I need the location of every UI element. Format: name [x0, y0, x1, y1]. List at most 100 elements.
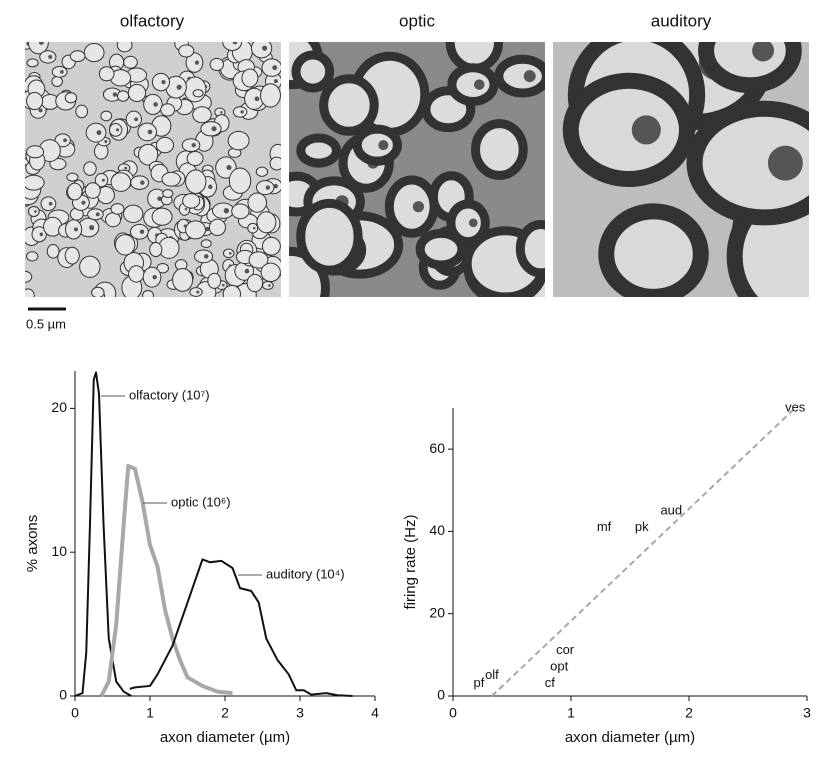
organelle — [89, 224, 95, 231]
x-tick-label: 0 — [449, 705, 457, 721]
y-axis-label: % axons — [24, 515, 41, 573]
organelle — [268, 284, 271, 287]
organelle — [468, 218, 478, 228]
organelle — [194, 60, 200, 65]
axon — [250, 42, 273, 59]
organelle — [752, 42, 775, 62]
point-label: pf — [474, 675, 485, 690]
organelle — [211, 126, 217, 132]
series-line — [74, 371, 132, 697]
axon — [260, 83, 281, 108]
y-tick-label: 60 — [429, 440, 445, 456]
axon — [25, 270, 33, 283]
axon — [248, 251, 269, 269]
organelle — [176, 84, 182, 90]
point-label: pk — [635, 519, 649, 534]
axon — [151, 207, 173, 226]
organelle — [152, 274, 157, 280]
axon — [66, 182, 83, 201]
x-tick-label: 0 — [71, 705, 79, 721]
axon — [296, 198, 363, 275]
organelle — [273, 79, 278, 84]
x-tick-label: 1 — [567, 705, 575, 721]
axon — [116, 90, 130, 102]
axon — [222, 248, 235, 259]
axon — [698, 42, 802, 94]
axon — [255, 180, 275, 196]
axon — [110, 172, 132, 192]
axon — [114, 234, 136, 256]
axon — [79, 255, 101, 278]
axon — [160, 103, 176, 117]
organelle — [767, 145, 803, 181]
organelle — [244, 268, 250, 274]
organelle — [204, 254, 209, 259]
axon — [27, 205, 40, 217]
x-axis-label: axon diameter (µm) — [160, 729, 290, 746]
organelle — [96, 130, 102, 136]
x-tick-label: 2 — [685, 705, 693, 721]
organelle — [140, 180, 145, 185]
organelle — [81, 200, 86, 205]
axon — [161, 171, 181, 187]
micrograph — [553, 42, 809, 297]
organelle — [272, 65, 278, 71]
axon — [54, 133, 71, 148]
axon — [291, 50, 335, 93]
axon — [211, 202, 235, 219]
micrographs — [25, 42, 809, 297]
axon — [64, 246, 80, 265]
axon — [156, 263, 169, 274]
axon — [194, 249, 214, 264]
axon — [192, 106, 212, 124]
organelle — [196, 290, 200, 294]
panel-title: optic — [399, 11, 435, 30]
series-label: olfactory (10⁷) — [129, 387, 210, 402]
organelle — [221, 283, 225, 287]
axon — [98, 66, 115, 82]
axon — [130, 175, 150, 190]
axon — [228, 167, 252, 194]
axon — [69, 50, 86, 63]
organelle — [220, 110, 223, 114]
axon — [686, 100, 809, 226]
axon — [64, 92, 78, 104]
axon — [26, 251, 39, 262]
axon — [181, 138, 201, 153]
axon — [208, 218, 226, 237]
series-line — [129, 558, 353, 697]
organelle — [161, 79, 166, 85]
axon — [51, 65, 68, 78]
axon — [256, 211, 277, 234]
organelle — [112, 92, 118, 97]
organelle — [139, 229, 145, 234]
axon — [200, 121, 222, 137]
organelle — [378, 140, 389, 151]
axon — [209, 57, 225, 71]
axon — [384, 175, 439, 238]
axon — [123, 204, 144, 223]
axon — [64, 219, 83, 240]
axon — [83, 43, 105, 63]
axon — [142, 289, 154, 297]
axon — [151, 72, 171, 92]
axon — [247, 192, 267, 213]
axon — [66, 172, 79, 182]
axon — [94, 173, 109, 188]
organelle — [95, 212, 100, 217]
organelle — [228, 252, 232, 255]
organelle — [60, 69, 64, 74]
organelle — [63, 138, 67, 143]
organelle — [34, 210, 37, 213]
organelle — [147, 129, 153, 135]
organelle — [223, 208, 230, 214]
y-tick-label: 0 — [437, 687, 445, 703]
axon — [232, 106, 248, 118]
axon — [562, 72, 695, 188]
organelle — [631, 115, 661, 145]
axon — [39, 50, 57, 64]
organelle — [232, 42, 238, 45]
axon — [51, 75, 63, 87]
panel-title: olfactory — [120, 11, 185, 30]
